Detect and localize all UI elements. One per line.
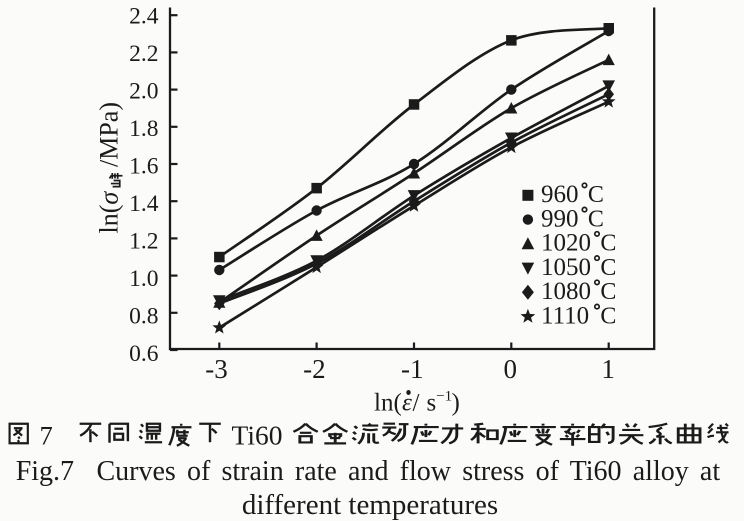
- svg-text:2.0: 2.0: [129, 78, 158, 104]
- svg-text:C: C: [588, 206, 604, 232]
- svg-text:C: C: [600, 231, 616, 257]
- svg-text:-3: -3: [205, 354, 228, 384]
- svg-text:0.8: 0.8: [129, 303, 158, 329]
- svg-text:C: C: [600, 255, 616, 281]
- svg-text:1.2: 1.2: [129, 228, 158, 254]
- svg-text:/MPa): /MPa): [95, 102, 124, 167]
- svg-text:different temperatures: different temperatures: [242, 489, 498, 521]
- svg-text:Fig.7 Curves of strain rate a: Fig.7 Curves of strain rate and flow str…: [16, 456, 721, 487]
- svg-text:ε: ε: [402, 390, 412, 417]
- svg-text:2.4: 2.4: [129, 3, 159, 29]
- svg-text:s: s: [427, 390, 437, 417]
- svg-text:Ti60: Ti60: [232, 420, 283, 451]
- svg-text:1.6: 1.6: [129, 153, 159, 179]
- svg-text:7: 7: [40, 421, 53, 451]
- svg-text:960: 960: [541, 181, 579, 208]
- svg-text:ln(σ: ln(σ: [95, 191, 124, 234]
- svg-text:0.6: 0.6: [129, 341, 159, 367]
- svg-text:C: C: [600, 279, 616, 305]
- svg-text:2.2: 2.2: [129, 41, 158, 67]
- svg-text:ln(: ln(: [374, 390, 402, 417]
- svg-text:−1: −1: [436, 388, 452, 404]
- svg-text:1020: 1020: [541, 230, 591, 257]
- svg-text:C: C: [600, 303, 616, 329]
- svg-text:-2: -2: [303, 354, 326, 384]
- svg-text:0: 0: [503, 354, 517, 384]
- svg-text:990: 990: [541, 205, 579, 232]
- svg-text:1080: 1080: [541, 278, 591, 305]
- svg-text:C: C: [588, 182, 604, 208]
- svg-text:/: /: [413, 390, 420, 417]
- svg-text:): ): [452, 390, 460, 417]
- svg-text:-1: -1: [401, 354, 424, 384]
- svg-text:1110: 1110: [541, 302, 589, 329]
- svg-text:1.0: 1.0: [129, 266, 158, 292]
- svg-text:1.4: 1.4: [129, 191, 159, 217]
- svg-text:1: 1: [601, 354, 615, 384]
- svg-text:1050: 1050: [541, 254, 591, 281]
- svg-text:1.8: 1.8: [129, 116, 158, 142]
